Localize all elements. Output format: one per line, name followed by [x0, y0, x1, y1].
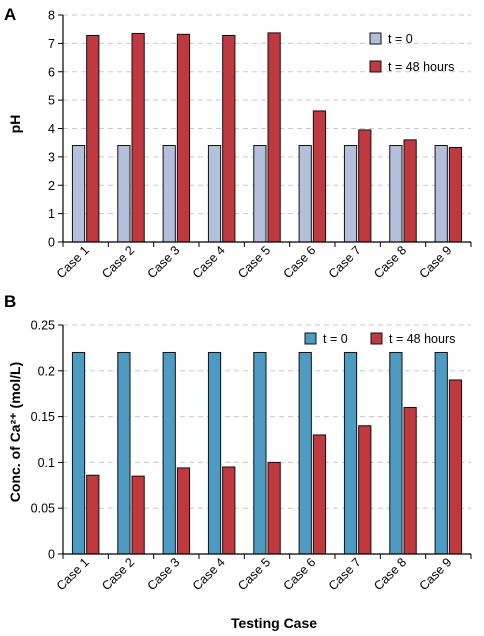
panel-b-y-tick-label: 0.25: [31, 319, 55, 333]
panel-a-bar-t0-case-9: [434, 145, 448, 243]
panel-a-x-tick-label: Case 1: [54, 243, 92, 281]
panel-a-x-tick-label: Case 4: [190, 243, 228, 281]
panel-b-bar-t0-case-9: [434, 351, 448, 555]
panel-a-legend-swatch-t0: [369, 32, 382, 45]
panel-b-x-tick-label: Case 5: [235, 555, 273, 593]
panel-a-bar-t48-case-7: [358, 129, 372, 243]
panel-b-y-tick-label: 0.2: [38, 364, 55, 378]
panel-b-y-axis-label: Conc. of Ca²⁺ (mol/L): [7, 362, 23, 502]
panel-a-x-tick-label: Case 3: [145, 243, 183, 281]
panel-a-bar-t0-case-2: [117, 145, 131, 243]
panel-b-legend: t = 0 t = 48 hours: [304, 332, 455, 346]
panel-b-y-tick-label: 0.1: [38, 456, 55, 470]
panel-b-bar-t48-case-4: [222, 466, 236, 555]
panel-a-y-tick-label: 6: [48, 65, 55, 79]
panel-a-y-tick-label: 4: [48, 122, 55, 136]
panel-a-legend-swatch-t48: [369, 60, 382, 73]
panel-a-bar-t48-case-2: [131, 32, 145, 243]
panel-a-legend: t = 0 t = 48 hours: [369, 32, 454, 74]
panel-b-y-tick-label: 0: [48, 548, 55, 562]
panel-b-bar-t0-case-1: [71, 351, 86, 555]
panel-b-bar-t0-case-7: [343, 351, 358, 555]
panel-b-gridlines: [63, 324, 471, 509]
panel-b-bar-t0-case-3: [162, 351, 176, 555]
panel-a-bars: [71, 32, 463, 243]
panel-b-bar-t0-case-5: [253, 351, 267, 555]
panel-a-x-tick-label: Case 8: [371, 243, 409, 281]
panel-a-bar-t0-case-5: [253, 145, 267, 243]
panel-b-legend-label-t48: t = 48 hours: [389, 332, 455, 346]
panel-a-x-tick-label: Case 9: [417, 243, 455, 281]
panel-b-bar-t0-case-8: [389, 351, 403, 555]
panel-a-bar-t48-case-8: [403, 139, 417, 243]
panel-b-x-tick-label: Case 1: [54, 555, 92, 593]
panel-b-legend-label-t0: t = 0: [323, 332, 348, 346]
panel-a-x-tick-label: Case 2: [99, 243, 137, 281]
panel-b-x-ticks: Case 1 Case 2 Case 3 Case 4 Case 5 Case 6 Case…: [54, 555, 455, 593]
panel-b-bar-t48-case-5: [267, 461, 281, 555]
panel-b-legend-swatch-t48: [370, 332, 383, 345]
panel-b-bar-t48-case-3: [176, 467, 191, 555]
panel-b-bar-t0-case-2: [117, 351, 131, 555]
panel-a-bar-t48-case-9: [448, 147, 463, 243]
panel-b-bar-t48-case-1: [86, 474, 100, 555]
panel-b-bar-t48-case-8: [403, 406, 417, 555]
panel-b-x-tick-label: Case 8: [371, 555, 409, 593]
panel-a-y-tick-label: 5: [48, 94, 55, 108]
panel-a-y-ticks: 0 1 2 3 4 5 6 7 8: [48, 9, 55, 250]
panel-a-bar-t0-case-6: [298, 145, 312, 243]
panel-a-x-tick-label: Case 7: [326, 243, 364, 281]
panel-b-y-tick-label: 0.05: [31, 502, 55, 516]
panel-b-legend-swatch-t0: [304, 332, 317, 345]
panel-b-axes: [58, 324, 472, 559]
panel-a-y-tick-label: 3: [48, 150, 55, 164]
panel-a-bar-t0-case-8: [389, 145, 403, 243]
panel-b-x-tick-label: Case 7: [326, 555, 364, 593]
panel-b-x-tick-label: Case 9: [417, 555, 455, 593]
panel-b-bar-t0-case-4: [207, 351, 222, 555]
panel-a-y-tick-label: 0: [48, 236, 55, 250]
panel-a-legend-label-t0: t = 0: [388, 32, 413, 46]
panel-b-bar-t48-case-7: [358, 425, 372, 555]
panel-b-x-tick-label: Case 6: [281, 555, 319, 593]
panel-b-bar-t48-case-6: [312, 434, 327, 555]
panel-a-axes: [58, 14, 472, 247]
panel-a-bar-t0-case-4: [207, 145, 222, 243]
panel-a-gridlines: [63, 14, 471, 215]
panel-a-x-tick-label: Case 5: [235, 243, 273, 281]
panel-a-y-tick-label: 7: [48, 37, 55, 51]
panel-b-y-tick-label: 0.15: [31, 410, 55, 424]
panel-a-bar-t48-case-3: [176, 33, 191, 243]
panel-a-bar-t48-case-6: [312, 110, 327, 243]
panel-b-letter: B: [4, 292, 16, 311]
panel-a-y-tick-label: 1: [48, 207, 55, 221]
panel-a-bar-t0-case-3: [162, 145, 176, 243]
panel-a-bar-t48-case-4: [222, 34, 236, 243]
panel-a-legend-label-t48: t = 48 hours: [388, 60, 454, 74]
panel-b-chart: B Conc. of Ca²⁺ (mol/L) 00.050.10.150.20…: [4, 292, 472, 593]
panel-b-x-tick-label: Case 2: [99, 555, 137, 593]
panel-a-bar-t48-case-5: [267, 32, 281, 243]
panel-a-bar-t0-case-7: [343, 145, 358, 243]
panel-b-bar-t48-case-2: [131, 475, 145, 555]
panel-b-bar-t0-case-6: [298, 351, 312, 555]
panel-a-bar-t0-case-1: [71, 145, 86, 243]
x-axis-label: Testing Case: [231, 615, 317, 631]
panel-b-x-tick-label: Case 4: [190, 555, 228, 593]
panel-a-x-ticks: Case 1 Case 2 Case 3 Case 4 Case 5 Case 6 Case…: [54, 243, 455, 281]
panel-b-bar-t48-case-9: [448, 379, 463, 555]
panel-b-x-tick-label: Case 3: [145, 555, 183, 593]
panel-a-x-tick-label: Case 6: [281, 243, 319, 281]
panel-a-y-axis-label: pH: [7, 115, 23, 134]
panel-a-letter: A: [4, 5, 16, 24]
panel-a-y-tick-label: 8: [48, 9, 55, 23]
panel-b-bars: [71, 351, 463, 555]
panel-a-y-tick-label: 2: [48, 179, 55, 193]
panel-a-bar-t48-case-1: [86, 34, 100, 243]
panel-b-y-ticks: 0 0.05 0.1 0.15 0.2 0.25: [31, 319, 55, 562]
